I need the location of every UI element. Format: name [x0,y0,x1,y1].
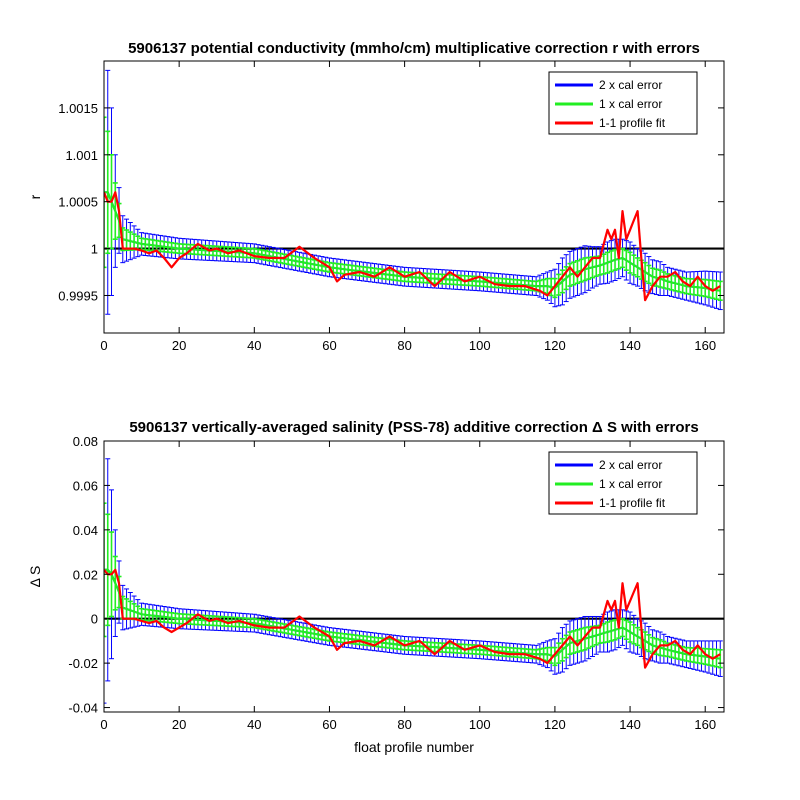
legend-label: 2 x cal error [599,458,662,472]
y-axis-label: r [27,194,43,199]
legend-label: 1 x cal error [599,97,662,111]
x-axis-label: float profile number [354,739,474,755]
legend: 2 x cal error 1 x cal error 1-1 profile fi… [548,451,698,515]
y-tick-label: 0.08 [73,434,98,449]
x-tick-label: 80 [397,717,411,732]
chart-title: 5906137 potential conductivity (mmho/cm)… [128,40,700,57]
x-tick-label: 160 [694,338,716,353]
x-tick-label: 0 [100,338,107,353]
y-axis-label: Δ S [27,566,43,588]
x-tick-label: 60 [322,717,336,732]
y-tick-label: 0.02 [73,567,98,582]
x-tick-label: 120 [544,338,566,353]
y-tick-label: 1 [91,242,98,257]
y-tick-label: 0.04 [73,523,98,538]
x-tick-label: 80 [397,338,411,353]
x-tick-label: 20 [172,338,186,353]
legend-label: 1-1 profile fit [599,496,666,510]
x-tick-label: 40 [247,717,261,732]
legend-label: 1-1 profile fit [599,116,666,130]
x-tick-label: 100 [469,338,491,353]
x-tick-label: 140 [619,338,641,353]
y-tick-label: 1.0005 [58,195,98,210]
chart-panel-1: 5906137 potential conductivity (mmho/cm)… [27,40,725,353]
series-1-1-profile-fit [104,191,721,302]
y-tick-label: -0.02 [68,656,98,671]
plot-marks [104,61,724,333]
x-tick-label: 100 [469,717,491,732]
legend: 2 x cal error 1 x cal error 1-1 profile fi… [548,71,698,135]
x-tick-label: 40 [247,338,261,353]
legend-label: 2 x cal error [599,78,662,92]
chart-title: 5906137 vertically-averaged salinity (PS… [129,419,698,436]
x-tick-label: 160 [694,717,716,732]
y-tick-label: 0.9995 [58,288,98,303]
axes-box [103,440,725,713]
chart-panel-2: 5906137 vertically-averaged salinity (PS… [27,419,725,755]
y-tick-label: -0.04 [68,701,98,716]
x-tick-label: 0 [100,717,107,732]
plot-marks [104,441,724,704]
legend-label: 1 x cal error [599,477,662,491]
y-tick-label: 1.001 [65,148,98,163]
x-tick-label: 20 [172,717,186,732]
x-tick-label: 140 [619,717,641,732]
series-line [104,191,721,302]
axes-box [103,60,725,334]
x-tick-label: 60 [322,338,336,353]
x-tick-label: 120 [544,717,566,732]
y-tick-label: 0.06 [73,478,98,493]
series-1-1-profile-fit [104,568,721,669]
y-tick-label: 1.0015 [58,101,98,116]
series-line [104,568,721,669]
y-tick-label: 0 [91,612,98,627]
